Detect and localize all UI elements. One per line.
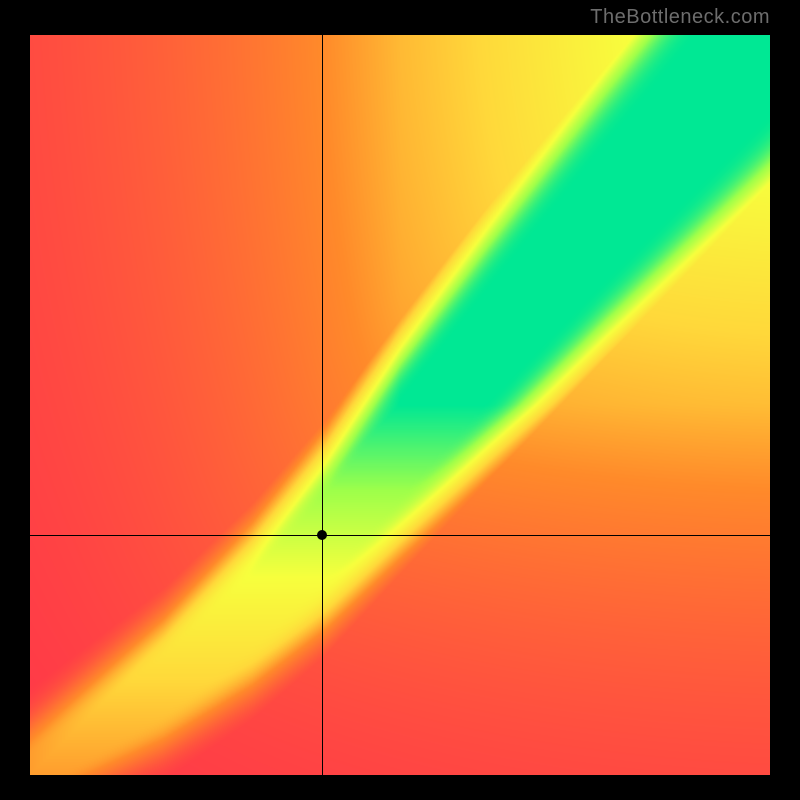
watermark-text: TheBottleneck.com [590,6,770,29]
bottleneck-heatmap [30,35,770,775]
heatmap-canvas [30,35,770,775]
